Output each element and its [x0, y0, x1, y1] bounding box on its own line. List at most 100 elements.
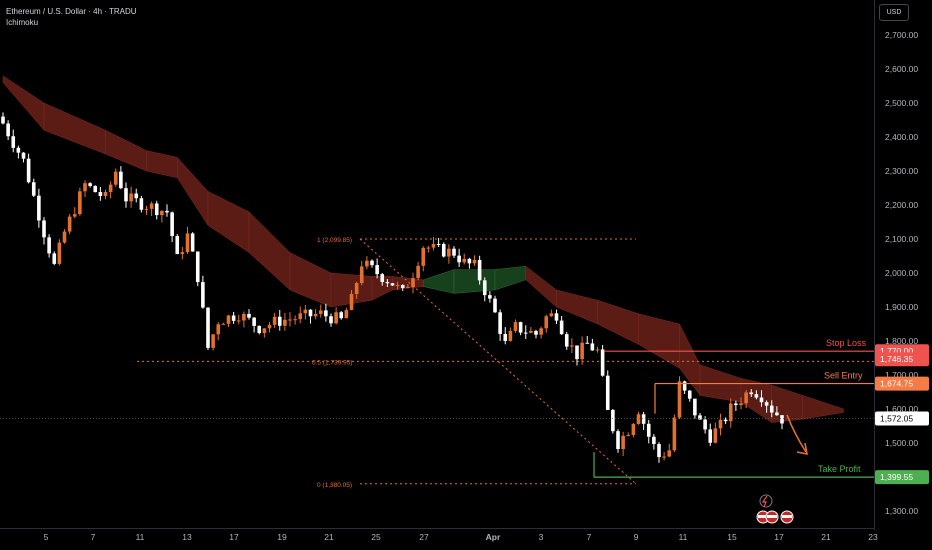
candle-body [764, 402, 769, 406]
time-tick-label: 23 [868, 532, 878, 542]
price-tag-label: 1,674.75 [880, 379, 913, 389]
price-tag [875, 411, 929, 426]
fibonacci-retracement: 1 (2,099.85) 0.5 (1,739.95) 0 (1,380.05) [137, 237, 874, 489]
candle-body [72, 214, 77, 217]
candle-body [160, 210, 164, 216]
time-axis[interactable]: 5 7 11 13 17 19 21 25 27 Apr 3 7 9 11 15 17 21 23 [44, 532, 878, 542]
candle-body [518, 322, 523, 333]
time-tick-label: 3 [539, 532, 544, 542]
indicator-label[interactable]: Ichimoku [6, 18, 39, 27]
candle-body [134, 193, 139, 199]
candle-body [288, 319, 292, 321]
candle-body [421, 247, 426, 266]
candle-body [698, 415, 702, 420]
candle-body [667, 450, 672, 457]
candle-body [400, 285, 405, 288]
candle-body [108, 184, 113, 193]
candle-body [431, 243, 436, 248]
time-tick-label: 13 [182, 532, 192, 542]
candle-body [426, 247, 431, 249]
candle-body [436, 243, 441, 245]
level-label: Sell Entry [824, 371, 863, 381]
candle-body [313, 313, 318, 317]
cloud-segment-bear [525, 265, 557, 308]
time-tick-label: 21 [324, 532, 334, 542]
cloud-segment-bear [802, 395, 844, 420]
candle-body [129, 193, 133, 202]
candle-body [339, 312, 344, 319]
candle-body [570, 345, 574, 347]
time-tick-label: 19 [277, 532, 287, 542]
candle-body [283, 319, 287, 326]
price-tag [875, 376, 929, 391]
candle-body [62, 231, 67, 243]
candle-body [631, 424, 636, 435]
candle-body [559, 320, 564, 335]
cloud-segment-bear [177, 156, 209, 227]
candle-body [534, 330, 538, 335]
dividend-icon[interactable] [759, 494, 773, 508]
candle-body [6, 123, 10, 137]
candle-body [190, 233, 195, 252]
candle-body [329, 316, 333, 324]
cloud-segment-bear [638, 313, 680, 369]
cloud-segment-bear [2, 75, 45, 131]
candle-body [98, 192, 103, 196]
cloud-segment-bear [289, 252, 332, 308]
candle-body [375, 265, 379, 275]
candle-body [780, 415, 784, 424]
price-tick-label: 1,900.00 [885, 302, 918, 312]
candle-body [728, 403, 733, 422]
candle-body [42, 220, 46, 238]
candle-body [652, 436, 656, 445]
price-tags: 1,770.001,746.35 1,674.75 1,572.05 1,399.55 [875, 344, 929, 485]
trade-levels: Stop Loss Sell Entry Take Profit [0, 338, 874, 478]
candle-body [349, 293, 354, 311]
candle-body [185, 233, 190, 253]
event-icons[interactable] [756, 494, 794, 524]
candle-body [247, 313, 251, 318]
candle-body [216, 324, 221, 335]
candle-body [1, 116, 5, 124]
time-tick-label: 17 [229, 532, 239, 542]
price-axis[interactable]: 2,700.00 2,600.00 2,500.00 2,400.00 2,300.00… [885, 30, 918, 516]
candle-body [370, 260, 374, 266]
candle-body [662, 456, 666, 458]
candle-body [687, 390, 692, 399]
candle-body [359, 266, 364, 284]
candle-body [636, 414, 641, 425]
candle-body [154, 203, 159, 216]
candle-body [180, 252, 185, 255]
time-tick-label: Apr [486, 532, 501, 542]
candle-body [211, 334, 215, 348]
cloud-segment-bear [597, 299, 639, 345]
candle-body [293, 319, 297, 321]
candle-body [88, 183, 92, 186]
fib-level-label: 1 (2,099.85) [317, 237, 352, 244]
candle-body [467, 258, 472, 264]
candle-body [759, 397, 764, 403]
candle-body [201, 282, 205, 308]
cloud-segment-bear [248, 211, 291, 291]
currency-button[interactable]: USD [879, 4, 909, 21]
price-axis-border [874, 0, 875, 530]
fib-level-label: 0.5 (1,739.95) [312, 359, 352, 366]
candle-body [31, 182, 36, 196]
candle-body [16, 147, 21, 153]
candle-body [457, 255, 461, 263]
time-tick-label: 21 [821, 532, 831, 542]
lightning-icon [761, 495, 768, 508]
candle-body [119, 171, 123, 189]
candle-body [539, 328, 543, 335]
time-tick-label: 25 [371, 532, 381, 542]
candle-body [113, 171, 118, 185]
candle-body [713, 428, 718, 443]
candle-body [718, 419, 723, 429]
candle-body [57, 242, 62, 264]
time-tick-label: 11 [136, 532, 145, 542]
candle-body [544, 316, 549, 329]
candle-body [406, 286, 410, 288]
symbol-title[interactable]: Ethereum / U.S. Dollar · 4h · TRADU [6, 7, 137, 16]
candle-body [139, 198, 144, 210]
